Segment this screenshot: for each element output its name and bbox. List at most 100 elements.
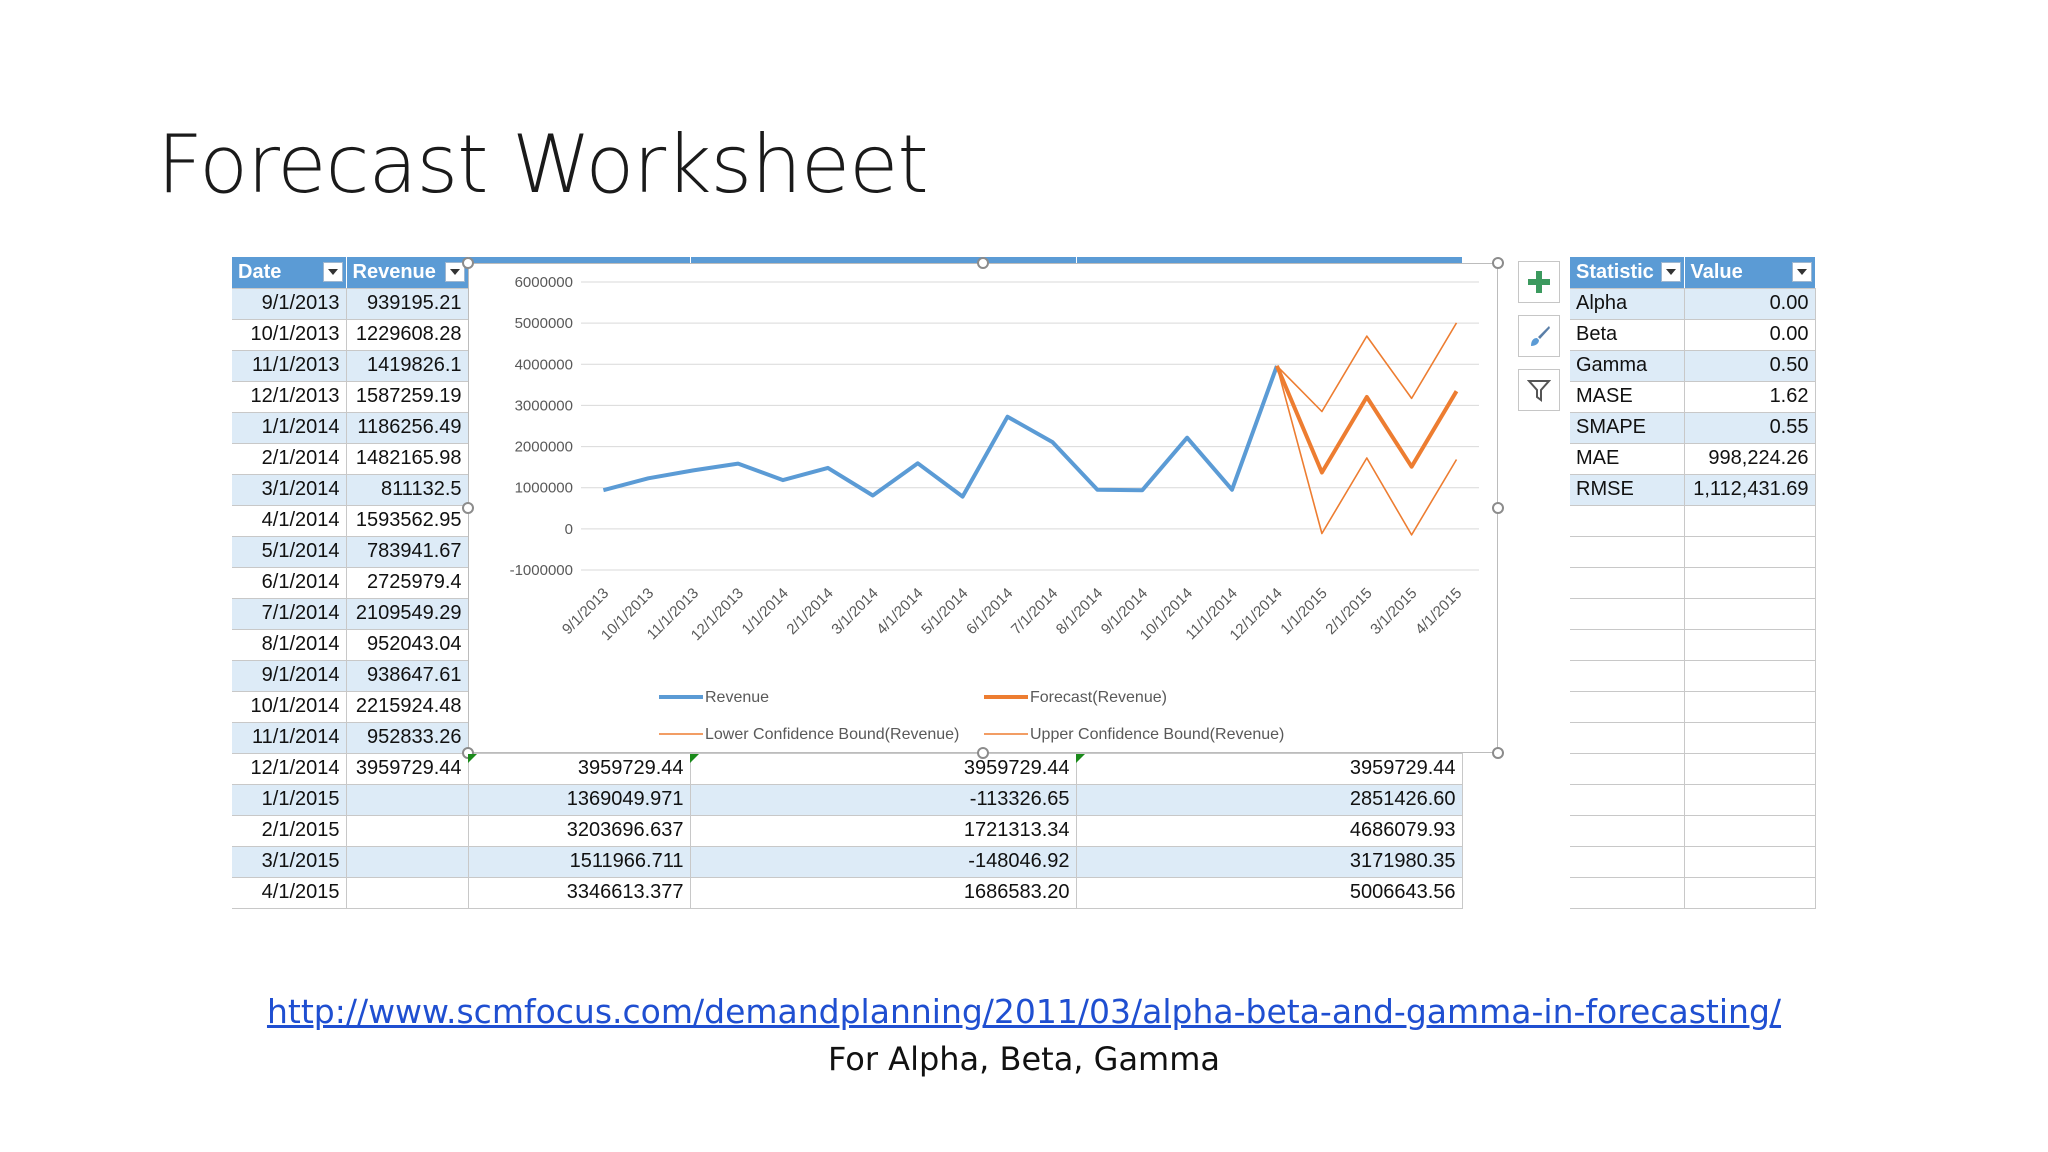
chart-resize-handle-top-left[interactable]: [462, 257, 474, 269]
cell-upper[interactable]: 4686079.93: [1076, 815, 1463, 847]
stat-name[interactable]: Alpha: [1570, 288, 1685, 320]
empty-cell[interactable]: [1684, 598, 1816, 630]
cell-revenue[interactable]: [346, 784, 469, 816]
chart-styles-button[interactable]: [1518, 315, 1560, 357]
filter-dropdown-icon[interactable]: [322, 262, 343, 282]
stat-name[interactable]: RMSE: [1570, 474, 1685, 506]
empty-cell[interactable]: [1570, 660, 1685, 692]
cell-revenue[interactable]: 1587259.19: [346, 381, 469, 413]
cell-date[interactable]: 11/1/2014: [232, 722, 347, 754]
stat-name[interactable]: Gamma: [1570, 350, 1685, 382]
cell-date[interactable]: 4/1/2015: [232, 877, 347, 909]
stat-name[interactable]: MASE: [1570, 381, 1685, 413]
cell-forecast[interactable]: 3959729.44: [468, 753, 691, 785]
cell-lower[interactable]: 1686583.20: [690, 877, 1077, 909]
cell-forecast[interactable]: 1369049.971: [468, 784, 691, 816]
cell-revenue[interactable]: 1186256.49: [346, 412, 469, 444]
empty-cell[interactable]: [1570, 846, 1685, 878]
cell-upper[interactable]: 3171980.35: [1076, 846, 1463, 878]
empty-cell[interactable]: [1684, 815, 1816, 847]
stat-value[interactable]: 998,224.26: [1684, 443, 1816, 475]
cell-lower[interactable]: 3959729.44: [690, 753, 1077, 785]
chart-resize-handle-bottom[interactable]: [977, 747, 989, 759]
cell-date[interactable]: 10/1/2014: [232, 691, 347, 723]
filter-dropdown-icon[interactable]: [1791, 262, 1812, 282]
cell-date[interactable]: 5/1/2014: [232, 536, 347, 568]
empty-cell[interactable]: [1684, 505, 1816, 537]
empty-cell[interactable]: [1570, 877, 1685, 909]
cell-revenue[interactable]: 939195.21: [346, 288, 469, 320]
empty-cell[interactable]: [1570, 536, 1685, 568]
cell-revenue[interactable]: [346, 815, 469, 847]
cell-date[interactable]: 3/1/2014: [232, 474, 347, 506]
cell-revenue[interactable]: 2109549.29: [346, 598, 469, 630]
empty-cell[interactable]: [1570, 784, 1685, 816]
cell-lower[interactable]: -148046.92: [690, 846, 1077, 878]
empty-cell[interactable]: [1684, 722, 1816, 754]
stat-value[interactable]: 0.00: [1684, 288, 1816, 320]
empty-cell[interactable]: [1570, 722, 1685, 754]
column-header[interactable]: Revenue: [346, 257, 469, 289]
cell-lower[interactable]: 1721313.34: [690, 815, 1077, 847]
chart-filters-button[interactable]: [1518, 369, 1560, 411]
cell-revenue[interactable]: 1482165.98: [346, 443, 469, 475]
empty-cell[interactable]: [1684, 753, 1816, 785]
empty-cell[interactable]: [1570, 753, 1685, 785]
forecast-chart[interactable]: 6000000 5000000 4000000 3000000 2000000 10000…: [468, 263, 1498, 753]
stat-value[interactable]: 0.55: [1684, 412, 1816, 444]
cell-date[interactable]: 2/1/2015: [232, 815, 347, 847]
cell-upper[interactable]: 3959729.44: [1076, 753, 1463, 785]
cell-date[interactable]: 4/1/2014: [232, 505, 347, 537]
chart-resize-handle-top-right[interactable]: [1492, 257, 1504, 269]
cell-date[interactable]: 6/1/2014: [232, 567, 347, 599]
cell-date[interactable]: 12/1/2013: [232, 381, 347, 413]
cell-date[interactable]: 8/1/2014: [232, 629, 347, 661]
stat-value[interactable]: 0.50: [1684, 350, 1816, 382]
stat-value[interactable]: 0.00: [1684, 319, 1816, 351]
cell-date[interactable]: 2/1/2014: [232, 443, 347, 475]
cell-date[interactable]: 10/1/2013: [232, 319, 347, 351]
cell-revenue[interactable]: 938647.61: [346, 660, 469, 692]
column-header[interactable]: Date: [232, 257, 347, 289]
cell-revenue[interactable]: [346, 846, 469, 878]
cell-date[interactable]: 7/1/2014: [232, 598, 347, 630]
empty-cell[interactable]: [1684, 784, 1816, 816]
cell-revenue[interactable]: 2725979.4: [346, 567, 469, 599]
cell-date[interactable]: 11/1/2013: [232, 350, 347, 382]
empty-cell[interactable]: [1684, 567, 1816, 599]
cell-revenue[interactable]: [346, 877, 469, 909]
cell-forecast[interactable]: 3203696.637: [468, 815, 691, 847]
cell-revenue[interactable]: 1593562.95: [346, 505, 469, 537]
empty-cell[interactable]: [1570, 815, 1685, 847]
column-header[interactable]: Value: [1684, 257, 1816, 289]
filter-dropdown-icon[interactable]: [1660, 262, 1681, 282]
empty-cell[interactable]: [1570, 691, 1685, 723]
cell-date[interactable]: 3/1/2015: [232, 846, 347, 878]
empty-cell[interactable]: [1570, 505, 1685, 537]
cell-date[interactable]: 1/1/2014: [232, 412, 347, 444]
empty-cell[interactable]: [1684, 536, 1816, 568]
cell-upper[interactable]: 2851426.60: [1076, 784, 1463, 816]
stat-value[interactable]: 1,112,431.69: [1684, 474, 1816, 506]
cell-revenue[interactable]: 2215924.48: [346, 691, 469, 723]
chart-elements-button[interactable]: [1518, 261, 1560, 303]
cell-date[interactable]: 9/1/2013: [232, 288, 347, 320]
empty-cell[interactable]: [1570, 567, 1685, 599]
filter-dropdown-icon[interactable]: [444, 262, 465, 282]
stat-name[interactable]: SMAPE: [1570, 412, 1685, 444]
stat-value[interactable]: 1.62: [1684, 381, 1816, 413]
cell-date[interactable]: 9/1/2014: [232, 660, 347, 692]
cell-upper[interactable]: 5006643.56: [1076, 877, 1463, 909]
empty-cell[interactable]: [1684, 691, 1816, 723]
cell-forecast[interactable]: 3346613.377: [468, 877, 691, 909]
cell-forecast[interactable]: 1511966.711: [468, 846, 691, 878]
stat-name[interactable]: MAE: [1570, 443, 1685, 475]
chart-resize-handle-top[interactable]: [977, 257, 989, 269]
cell-lower[interactable]: -113326.65: [690, 784, 1077, 816]
empty-cell[interactable]: [1684, 629, 1816, 661]
cell-revenue[interactable]: 783941.67: [346, 536, 469, 568]
cell-date[interactable]: 1/1/2015: [232, 784, 347, 816]
cell-revenue[interactable]: 811132.5: [346, 474, 469, 506]
empty-cell[interactable]: [1570, 629, 1685, 661]
cell-revenue[interactable]: 952833.26: [346, 722, 469, 754]
